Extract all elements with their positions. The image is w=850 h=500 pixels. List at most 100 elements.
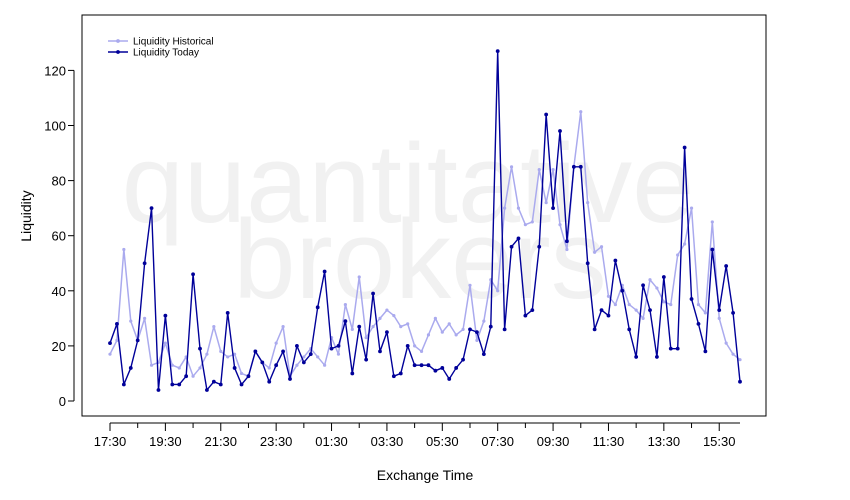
data-point <box>669 302 673 307</box>
data-point <box>198 366 202 370</box>
legend-swatch-point <box>116 50 120 54</box>
data-point <box>385 308 389 312</box>
x-tick-label: 21:30 <box>204 434 237 449</box>
data-point <box>135 338 140 343</box>
data-point <box>717 308 722 312</box>
x-tick-label: 03:30 <box>371 434 404 449</box>
data-point <box>177 382 182 387</box>
x-tick-label: 13:30 <box>648 434 681 449</box>
data-point <box>392 314 396 318</box>
x-tick-label: 01:30 <box>315 434 348 449</box>
data-point <box>606 313 611 318</box>
data-point <box>281 325 285 329</box>
data-point <box>509 244 514 249</box>
data-point <box>253 349 258 354</box>
data-point <box>558 129 562 133</box>
data-point <box>357 324 362 329</box>
data-point <box>634 355 639 359</box>
data-point <box>184 374 189 379</box>
data-point <box>655 355 659 359</box>
data-point <box>578 164 583 169</box>
data-point <box>544 201 548 205</box>
data-point <box>710 247 715 252</box>
data-point <box>648 308 652 312</box>
series-historical <box>108 110 742 378</box>
x-tick-label: 17:30 <box>94 434 127 449</box>
data-point <box>143 316 147 320</box>
data-point <box>731 352 735 356</box>
data-point <box>371 325 375 329</box>
data-point <box>281 349 285 354</box>
x-tick-label: 07:30 <box>481 434 514 449</box>
data-point <box>461 327 465 331</box>
data-point <box>585 261 590 266</box>
data-point <box>661 275 666 279</box>
data-point <box>399 325 403 329</box>
data-point <box>468 327 472 332</box>
data-point <box>170 363 174 367</box>
data-point <box>530 308 535 312</box>
data-point <box>378 349 382 354</box>
y-tick-label: 100 <box>44 119 66 134</box>
y-tick-label: 0 <box>59 394 66 409</box>
data-point <box>683 242 687 246</box>
data-point <box>530 220 534 224</box>
data-point <box>689 297 694 301</box>
data-point <box>724 341 728 345</box>
data-point <box>239 382 244 387</box>
data-point <box>108 341 112 346</box>
data-point <box>121 382 126 387</box>
data-point <box>516 206 521 210</box>
data-point <box>371 291 375 296</box>
data-point <box>149 206 154 211</box>
data-point <box>205 388 209 392</box>
data-point <box>288 377 292 381</box>
data-point <box>385 330 389 335</box>
data-point <box>454 333 458 337</box>
data-point <box>226 355 230 359</box>
data-point <box>544 112 549 117</box>
data-point <box>211 379 216 384</box>
data-point <box>655 286 659 290</box>
data-point <box>606 294 611 298</box>
y-axis-title: Liquidity <box>18 190 34 241</box>
data-point <box>301 360 306 365</box>
data-point <box>350 327 354 331</box>
data-point <box>468 283 472 287</box>
data-point <box>274 363 279 368</box>
data-point <box>364 336 368 340</box>
x-axis-title: Exchange Time <box>377 467 474 483</box>
data-point <box>731 310 735 315</box>
x-tick-label: 05:30 <box>426 434 459 449</box>
series-layer <box>108 49 742 392</box>
data-point <box>648 278 652 282</box>
data-point <box>710 220 714 224</box>
plot-frame <box>81 14 767 417</box>
data-point <box>336 352 341 356</box>
y-tick-label: 120 <box>44 63 66 78</box>
data-point <box>108 352 112 356</box>
data-point <box>571 164 576 169</box>
data-point <box>218 382 223 387</box>
data-point <box>142 261 147 266</box>
data-point <box>433 316 437 320</box>
data-point <box>551 206 555 211</box>
data-point <box>267 379 272 384</box>
data-point <box>302 355 306 359</box>
data-point <box>447 322 451 326</box>
data-point <box>378 316 382 320</box>
data-point <box>156 388 161 392</box>
data-point <box>454 366 459 370</box>
y-tick-label: 60 <box>52 229 66 244</box>
data-point <box>364 357 369 362</box>
data-point <box>634 308 638 312</box>
data-point <box>551 167 555 172</box>
data-point <box>398 371 403 376</box>
watermark-line-2: brokers <box>233 197 606 322</box>
legend-label: Liquidity Today <box>133 48 199 59</box>
data-point <box>537 244 542 249</box>
data-point <box>641 283 645 288</box>
data-point <box>502 327 507 332</box>
data-point <box>350 371 355 376</box>
data-point <box>115 338 119 342</box>
